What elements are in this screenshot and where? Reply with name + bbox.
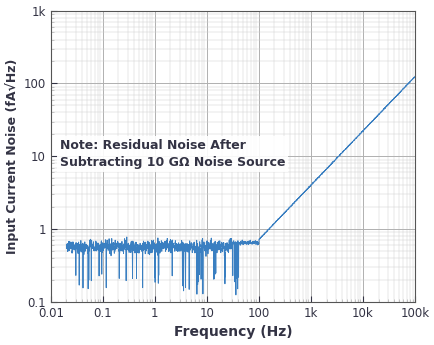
Y-axis label: Input Current Noise (fA√Hz): Input Current Noise (fA√Hz)	[6, 59, 20, 254]
Text: Note: Residual Noise After
Subtracting 10 GΩ Noise Source: Note: Residual Noise After Subtracting 1…	[60, 139, 285, 169]
X-axis label: Frequency (Hz): Frequency (Hz)	[173, 325, 292, 339]
